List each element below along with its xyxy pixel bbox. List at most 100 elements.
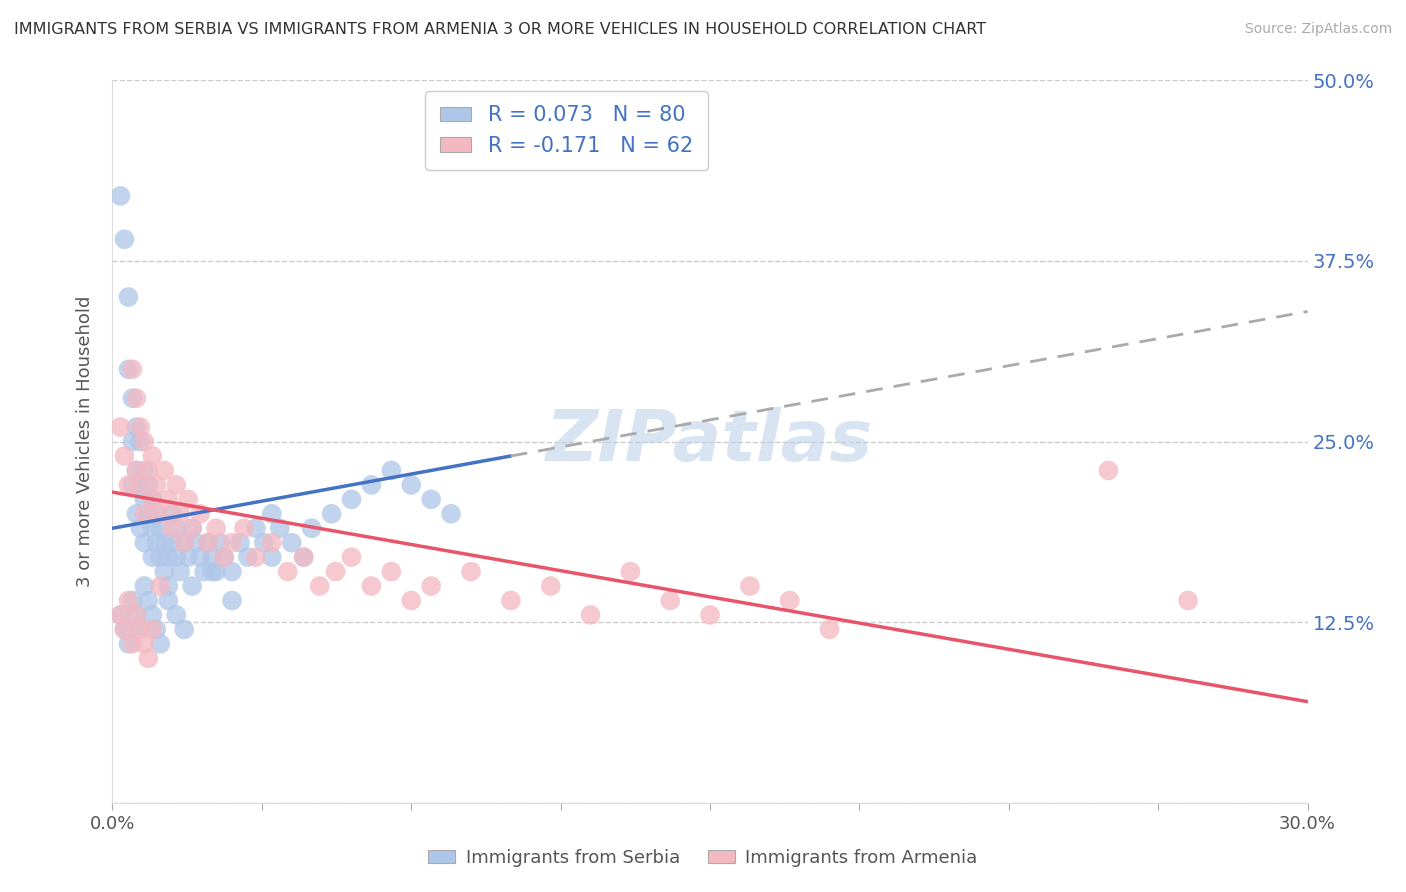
Point: [129, 623, 152, 637]
Point: [141, 550, 163, 565]
Point: [281, 535, 304, 549]
Point: [169, 565, 191, 579]
Point: [134, 535, 156, 549]
Point: [659, 593, 682, 607]
Point: [121, 362, 143, 376]
Point: [212, 550, 235, 565]
Point: [162, 521, 183, 535]
Text: Source: ZipAtlas.com: Source: ZipAtlas.com: [1244, 22, 1392, 37]
Point: [193, 565, 215, 579]
Point: [245, 521, 267, 535]
Point: [114, 623, 135, 637]
Point: [173, 623, 195, 637]
Point: [157, 492, 180, 507]
Point: [1097, 463, 1119, 477]
Point: [173, 535, 195, 549]
Point: [201, 550, 224, 565]
Point: [125, 607, 148, 622]
Point: [360, 478, 382, 492]
Point: [420, 579, 443, 593]
Point: [181, 521, 204, 535]
Point: [141, 492, 163, 507]
Point: [420, 492, 443, 507]
Point: [121, 478, 143, 492]
Point: [233, 521, 256, 535]
Point: [110, 607, 132, 622]
Point: [134, 579, 156, 593]
Point: [173, 535, 195, 549]
Legend: Immigrants from Serbia, Immigrants from Armenia: Immigrants from Serbia, Immigrants from …: [420, 842, 986, 874]
Point: [145, 535, 167, 549]
Point: [114, 449, 135, 463]
Point: [117, 637, 139, 651]
Point: [340, 492, 363, 507]
Point: [165, 478, 187, 492]
Point: [129, 521, 152, 535]
Point: [117, 593, 139, 607]
Point: [221, 593, 243, 607]
Point: [129, 478, 152, 492]
Point: [125, 607, 148, 622]
Point: [138, 593, 160, 607]
Point: [292, 550, 315, 565]
Point: [141, 607, 163, 622]
Point: [134, 492, 156, 507]
Point: [129, 623, 152, 637]
Legend: R = 0.073   N = 80, R = -0.171   N = 62: R = 0.073 N = 80, R = -0.171 N = 62: [426, 91, 707, 170]
Point: [779, 593, 801, 607]
Point: [221, 565, 243, 579]
Point: [188, 550, 211, 565]
Point: [205, 521, 228, 535]
Point: [149, 521, 172, 535]
Point: [401, 478, 423, 492]
Point: [141, 521, 163, 535]
Point: [301, 521, 323, 535]
Point: [157, 593, 180, 607]
Point: [141, 449, 163, 463]
Point: [205, 565, 228, 579]
Point: [738, 579, 761, 593]
Point: [153, 535, 176, 549]
Point: [169, 507, 191, 521]
Point: [114, 623, 135, 637]
Point: [134, 507, 156, 521]
Point: [277, 565, 299, 579]
Point: [699, 607, 721, 622]
Point: [162, 535, 183, 549]
Point: [134, 434, 156, 449]
Point: [153, 463, 176, 477]
Text: IMMIGRANTS FROM SERBIA VS IMMIGRANTS FROM ARMENIA 3 OR MORE VEHICLES IN HOUSEHOL: IMMIGRANTS FROM SERBIA VS IMMIGRANTS FRO…: [14, 22, 986, 37]
Point: [325, 565, 347, 579]
Point: [110, 189, 132, 203]
Point: [121, 637, 143, 651]
Point: [145, 507, 167, 521]
Point: [121, 593, 143, 607]
Point: [117, 362, 139, 376]
Point: [125, 463, 148, 477]
Point: [209, 535, 232, 549]
Point: [221, 535, 243, 549]
Point: [129, 434, 152, 449]
Point: [114, 232, 135, 246]
Point: [260, 507, 283, 521]
Point: [499, 593, 522, 607]
Point: [253, 535, 276, 549]
Point: [460, 565, 482, 579]
Point: [138, 478, 160, 492]
Point: [149, 507, 172, 521]
Text: ZIPatlas: ZIPatlas: [547, 407, 873, 476]
Point: [157, 579, 180, 593]
Point: [212, 550, 235, 565]
Point: [229, 535, 252, 549]
Point: [145, 478, 167, 492]
Point: [149, 579, 172, 593]
Point: [141, 623, 163, 637]
Point: [125, 391, 148, 405]
Point: [117, 478, 139, 492]
Point: [134, 463, 156, 477]
Point: [165, 607, 187, 622]
Point: [236, 550, 259, 565]
Point: [321, 507, 343, 521]
Point: [260, 535, 283, 549]
Point: [138, 463, 160, 477]
